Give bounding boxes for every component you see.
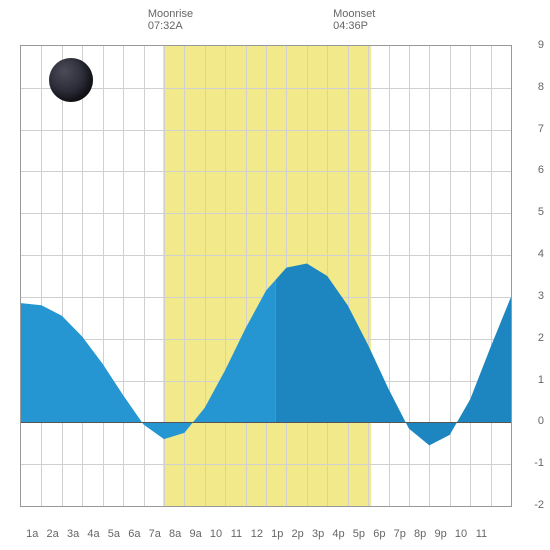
- moonset-time: 04:36P: [333, 20, 375, 32]
- zero-axis-line: [21, 422, 511, 423]
- moonrise-label: Moonrise 07:32A: [148, 8, 193, 32]
- x-tick-label: 5a: [108, 528, 120, 540]
- tide-area-curve: [21, 46, 511, 506]
- moonrise-time: 07:32A: [148, 20, 193, 32]
- y-tick-label: 9: [538, 39, 544, 51]
- y-tick-label: 2: [538, 332, 544, 344]
- x-tick-label: 9p: [434, 528, 446, 540]
- x-tick-label: 9a: [189, 528, 201, 540]
- x-tick-label: 4p: [332, 528, 344, 540]
- x-tick-label: 1a: [26, 528, 38, 540]
- y-tick-label: 4: [538, 248, 544, 260]
- moon-phase-icon: [49, 58, 93, 102]
- x-tick-label: 11: [476, 528, 487, 540]
- x-tick-label: 3a: [67, 528, 79, 540]
- chart-plot-area: [20, 45, 512, 507]
- x-tick-label: 2p: [292, 528, 304, 540]
- x-tick-label: 1p: [271, 528, 283, 540]
- x-tick-label: 4a: [87, 528, 99, 540]
- tide-chart-container: Moonrise 07:32A Moonset 04:36P -2-101234…: [0, 0, 550, 550]
- x-tick-label: 8p: [414, 528, 426, 540]
- y-tick-label: 3: [538, 290, 544, 302]
- moonset-title: Moonset: [333, 8, 375, 20]
- x-tick-label: 11: [231, 528, 242, 540]
- y-tick-label: 6: [538, 164, 544, 176]
- moonrise-title: Moonrise: [148, 8, 193, 20]
- x-tick-label: 2a: [47, 528, 59, 540]
- x-tick-label: 7p: [394, 528, 406, 540]
- y-tick-label: 0: [538, 415, 544, 427]
- tide-fill-right: [276, 263, 511, 445]
- y-tick-label: 5: [538, 206, 544, 218]
- x-tick-label: 5p: [353, 528, 365, 540]
- x-tick-label: 6p: [373, 528, 385, 540]
- x-tick-label: 10: [210, 528, 222, 540]
- y-tick-label: -2: [534, 499, 544, 511]
- y-tick-label: 1: [538, 374, 544, 386]
- tide-fill-left: [21, 280, 276, 439]
- y-tick-label: -1: [534, 457, 544, 469]
- y-tick-label: 7: [538, 123, 544, 135]
- moonset-label: Moonset 04:36P: [333, 8, 375, 32]
- y-tick-label: 8: [538, 81, 544, 93]
- x-tick-label: 7a: [149, 528, 161, 540]
- x-tick-label: 6a: [128, 528, 140, 540]
- x-tick-label: 8a: [169, 528, 181, 540]
- x-tick-label: 12: [251, 528, 263, 540]
- x-tick-label: 3p: [312, 528, 324, 540]
- x-tick-label: 10: [455, 528, 467, 540]
